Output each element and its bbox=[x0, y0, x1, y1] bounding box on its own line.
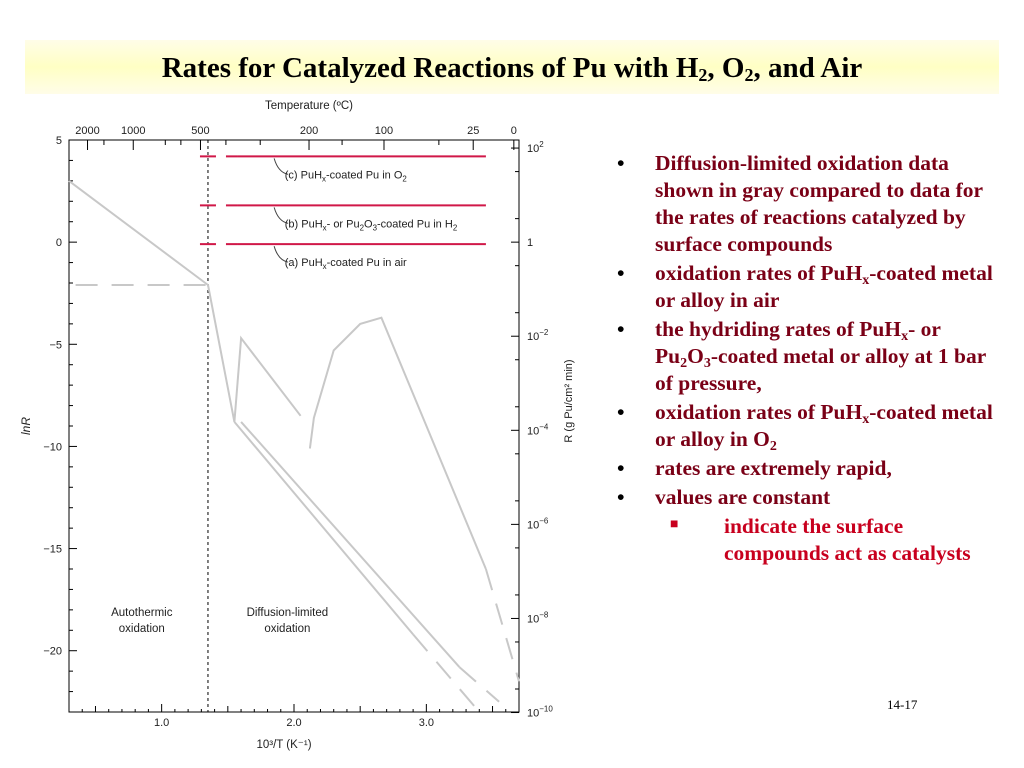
gray-curve bbox=[207, 284, 302, 423]
page-number: 14-17 bbox=[887, 697, 918, 712]
right-tick-label: 10−10 bbox=[527, 705, 553, 720]
top-axis-label: Temperature (ºC) bbox=[265, 100, 353, 112]
right-tick-label: 10−4 bbox=[527, 422, 549, 437]
gray-curve bbox=[412, 633, 481, 713]
y-axis-label-left: lnR bbox=[19, 417, 33, 435]
top-tick-label: 500 bbox=[191, 125, 209, 137]
right-tick-label: 102 bbox=[527, 140, 544, 155]
right-tick-label: 1 bbox=[527, 237, 533, 249]
x-tick-label: 2.0 bbox=[286, 717, 301, 729]
leader-line bbox=[273, 158, 289, 175]
square-bullet-icon: ■ bbox=[670, 517, 679, 532]
rate-chart: 5 0 −5 −10 −15 −20 1.0 2.0 3.0 2000 1000 500 200 100 2… bbox=[19, 100, 575, 751]
x-tick-label: 3.0 bbox=[419, 717, 434, 729]
title-bar: Rates for Catalyzed Reactions of Pu with… bbox=[25, 40, 999, 94]
region-label: Autothermic bbox=[111, 607, 173, 619]
y-axis-label-right: R (g Pu/cm² min) bbox=[563, 359, 575, 442]
region-label: Diffusion-limited bbox=[247, 607, 329, 619]
x-tick-label: 1.0 bbox=[154, 717, 169, 729]
sub-bullet-item: ■ indicate the surface compounds act as c… bbox=[614, 513, 994, 567]
right-tick-label: 10−8 bbox=[527, 610, 549, 625]
gray-curve bbox=[308, 316, 487, 570]
gray-curve bbox=[484, 568, 520, 682]
leader-line bbox=[273, 207, 289, 224]
bullet-item: • the hydriding rates of PuHx- or Pu2O3-c… bbox=[617, 317, 986, 395]
series-label: (a) PuHx-coated Pu in air bbox=[285, 257, 407, 271]
region-label: oxidation bbox=[264, 623, 310, 635]
top-tick-label: 0 bbox=[511, 125, 517, 137]
bullet-item: • values are constant bbox=[617, 485, 831, 509]
gray-curve bbox=[458, 666, 500, 703]
region-label: oxidation bbox=[119, 623, 165, 635]
series-label: (c) PuHx-coated Pu in O2 bbox=[285, 169, 407, 183]
y-tick-label: −5 bbox=[49, 339, 62, 351]
y-tick-label: 5 bbox=[56, 135, 62, 147]
x-axis-label: 10³/T (K⁻¹) bbox=[256, 739, 311, 751]
bullet-item: • oxidation rates of PuHx-coated metal or… bbox=[617, 400, 993, 454]
y-tick-label: −15 bbox=[43, 544, 62, 556]
top-tick-label: 200 bbox=[300, 125, 318, 137]
gray-curve bbox=[240, 421, 461, 668]
series-label: (b) PuHx- or Pu2O3-coated Pu in H2 bbox=[285, 218, 457, 232]
y-tick-label: −10 bbox=[43, 441, 62, 453]
top-tick-label: 1000 bbox=[121, 125, 145, 137]
bullet-item: • Diffusion-limited oxidation data shown … bbox=[617, 151, 983, 256]
bullet-item: • oxidation rates of PuHx-coated metal or… bbox=[617, 261, 993, 312]
top-tick-label: 2000 bbox=[75, 125, 99, 137]
right-tick-label: 10−2 bbox=[527, 328, 549, 343]
bullet-item: • rates are extremely rapid, bbox=[617, 456, 892, 480]
gray-curve bbox=[233, 421, 414, 636]
top-tick-label: 100 bbox=[375, 125, 393, 137]
top-tick-label: 25 bbox=[467, 125, 479, 137]
right-tick-label: 10−6 bbox=[527, 516, 549, 531]
y-tick-label: 0 bbox=[56, 237, 62, 249]
gray-curve bbox=[68, 180, 209, 286]
slide-title: Rates for Catalyzed Reactions of Pu with… bbox=[161, 52, 863, 85]
bullet-list: • Diffusion-limited oxidation data shown … bbox=[614, 150, 994, 567]
leader-line bbox=[273, 246, 289, 263]
y-tick-label: −20 bbox=[43, 646, 62, 658]
